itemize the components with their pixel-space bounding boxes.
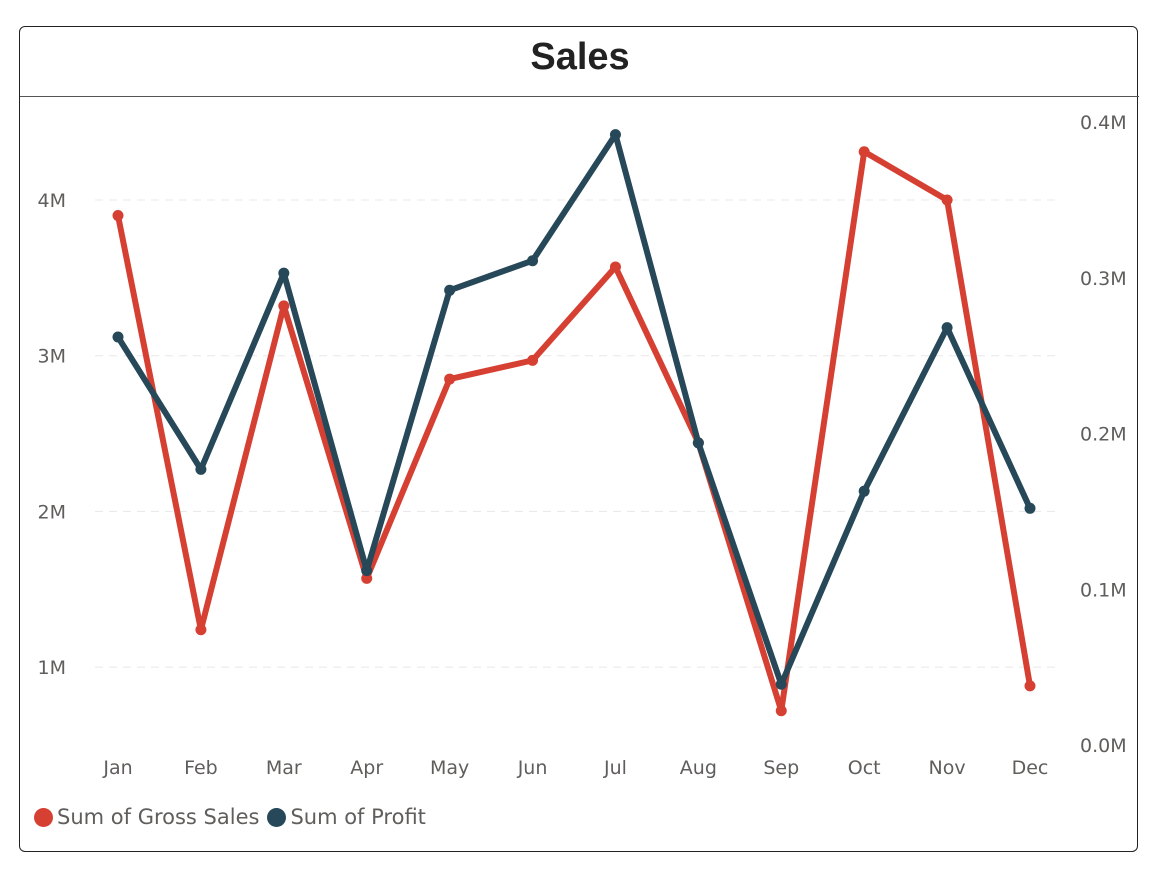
x-axis-tick-label: Mar — [266, 757, 302, 779]
data-point — [195, 624, 207, 636]
left-axis-tick-label: 3M — [38, 346, 66, 368]
right-axis-tick-label: 0.0M — [1080, 735, 1127, 757]
right-axis-tick-label: 0.4M — [1080, 112, 1127, 134]
x-axis-tick-label: Sep — [763, 757, 799, 779]
data-point — [527, 255, 539, 267]
data-point — [858, 485, 870, 497]
x-axis-tick-label: Jul — [603, 757, 627, 779]
data-point — [278, 267, 290, 279]
x-axis-tick-label: Aug — [680, 757, 717, 779]
series-line-profit — [115, 131, 1033, 688]
x-axis-tick-label: Jan — [102, 757, 132, 779]
series-line-gross-sales — [115, 148, 1033, 714]
chart-title: Sales — [530, 36, 630, 78]
left-axis-tick-label: 1M — [38, 657, 66, 679]
data-point — [775, 705, 787, 717]
data-point — [112, 331, 124, 343]
data-point — [692, 437, 704, 449]
data-point — [858, 146, 870, 158]
right-axis-tick-label: 0.2M — [1080, 424, 1127, 446]
left-axis-tick-label: 4M — [38, 190, 66, 212]
legend-label: Sum of Gross Sales — [57, 805, 260, 829]
x-axis-tick-label: Nov — [929, 757, 966, 779]
data-point — [1024, 680, 1036, 692]
data-point — [1024, 502, 1036, 514]
data-point — [278, 300, 290, 312]
legend-label: Sum of Profit — [290, 805, 426, 829]
x-axis-tick-label: Apr — [350, 757, 383, 779]
data-point — [941, 194, 953, 206]
x-axis-tick-label: Jun — [517, 757, 548, 779]
left-axis-tick-label: 2M — [38, 501, 66, 523]
data-point — [775, 678, 787, 690]
data-point — [941, 322, 953, 334]
title-divider — [20, 96, 1139, 97]
data-point — [609, 129, 621, 141]
data-point — [444, 373, 456, 385]
right-axis-tick-label: 0.1M — [1080, 579, 1127, 601]
right-axis-tick-label: 0.3M — [1080, 268, 1127, 290]
data-point — [361, 565, 373, 577]
legend-item-gross-sales[interactable]: Sum of Gross Sales — [34, 805, 259, 829]
x-axis-tick-label: Feb — [184, 757, 218, 779]
x-axis-tick-label: May — [430, 757, 469, 779]
x-axis-tick-label: Oct — [848, 757, 881, 779]
x-axis-tick-label: Dec — [1012, 757, 1049, 779]
profit-marker-icon — [267, 807, 287, 827]
data-point — [195, 463, 207, 475]
data-point — [112, 210, 124, 222]
data-point — [527, 354, 539, 366]
data-point — [361, 572, 373, 584]
chart-card — [19, 26, 1138, 852]
gross-sales-marker-icon — [34, 807, 53, 827]
data-point — [444, 284, 456, 296]
legend-item-profit[interactable]: Sum of Profit — [267, 805, 426, 829]
data-point — [609, 261, 621, 273]
legend: Sum of Gross Sales Sum of Profit — [34, 805, 434, 829]
